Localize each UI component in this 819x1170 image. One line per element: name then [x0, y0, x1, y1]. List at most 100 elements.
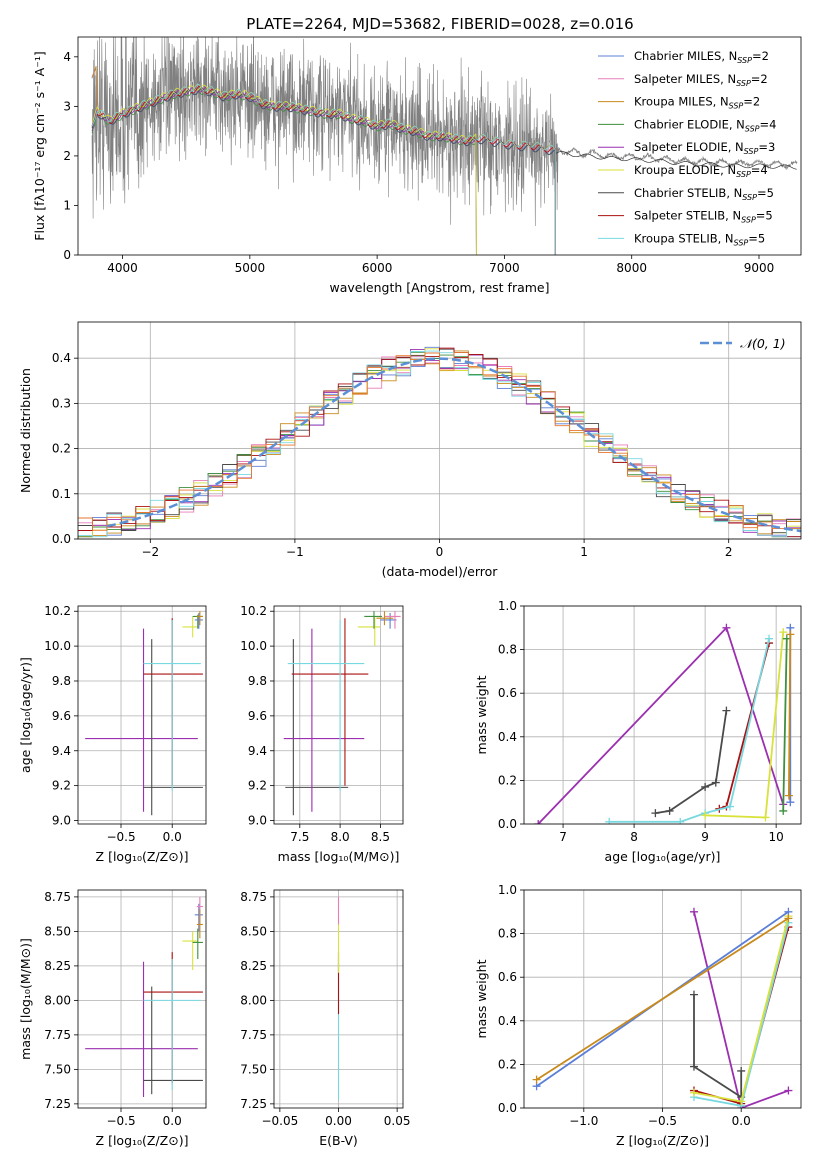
weight-marker — [784, 1086, 793, 1095]
y-tick-label: 1 — [63, 198, 71, 212]
weight-marker — [722, 706, 731, 715]
y-tick-label: 0.0 — [498, 817, 517, 831]
panel-age-mass: 7.5 8.0 8.5 9.0 9.2 9.4 9.6 9.8 10.0 10.2 mass [lo… — [240, 604, 404, 864]
weight-marker — [784, 914, 793, 923]
y-tick-label: 0.8 — [498, 643, 517, 657]
y-tick-label: 10.0 — [44, 639, 71, 653]
weight-marker — [532, 1075, 541, 1084]
x-tick-label: 6000 — [362, 261, 393, 275]
x-axis-label: E(B-V) — [319, 1133, 358, 1148]
x-tick-label: 7000 — [489, 261, 520, 275]
y-tick-label: 0 — [63, 248, 71, 262]
weight-line — [655, 710, 728, 814]
weight-marker — [786, 798, 795, 807]
y-tick-label: 7.50 — [44, 1062, 71, 1076]
y-tick-label: 0.6 — [498, 970, 517, 984]
x-tick-label: 9 — [701, 830, 709, 844]
errorbar-point — [143, 639, 203, 816]
x-tick-label: −0.5 — [648, 1114, 677, 1128]
weight-marker — [689, 907, 698, 916]
y-tick-label: 8.25 — [44, 959, 71, 973]
x-tick-label: −1 — [286, 545, 304, 559]
spectrum-legend: Chabrier MILES, NSSP=2 Salpeter MILES, NS… — [598, 49, 776, 247]
y-tick-label: 8.75 — [44, 890, 71, 904]
weight-marker — [701, 811, 710, 820]
y-tick-label: 0.0 — [52, 532, 71, 546]
residuals-legend: 𝒩(0, 1) — [700, 336, 786, 351]
y-tick-label: 9.2 — [248, 779, 267, 793]
x-tick-label: 8.0 — [331, 830, 350, 844]
axes-frame — [273, 605, 404, 825]
y-tick-label: 0.3 — [52, 396, 71, 410]
errorbar-point — [182, 931, 198, 971]
errorbar-point — [384, 611, 401, 629]
x-tick-label: 0.05 — [384, 1114, 411, 1128]
legend-entry: Salpeter MILES, NSSP=2 — [634, 72, 768, 88]
legend-entry: Kroupa ELODIE, NSSP=4 — [634, 163, 768, 179]
weight-line — [536, 917, 789, 1081]
y-tick-label: 0.4 — [52, 351, 71, 365]
y-tick-label: 0.2 — [498, 1057, 517, 1071]
y-tick-label: 9.0 — [248, 814, 267, 828]
y-tick-label: 8.00 — [240, 993, 267, 1007]
errorbar-point — [196, 611, 203, 626]
y-tick-label: 7.75 — [44, 1028, 71, 1042]
weight-marker — [701, 782, 710, 791]
errorbar-point — [192, 928, 203, 959]
errorbar-point — [143, 619, 201, 791]
weight-line — [693, 911, 789, 1108]
weight-marker — [689, 1088, 698, 1097]
y-tick-label: 0.4 — [498, 730, 517, 744]
y-tick-label: 9.0 — [52, 814, 71, 828]
x-tick-label: −2 — [141, 545, 159, 559]
y-tick-label: 9.2 — [52, 779, 71, 793]
y-axis-label: mass weight — [474, 959, 489, 1038]
x-axis-label: Z [log₁₀(Z/Z⊙)] — [616, 1133, 709, 1148]
y-tick-label: 8.25 — [240, 959, 267, 973]
x-tick-label: 0.0 — [163, 830, 182, 844]
y-tick-label: 7.50 — [240, 1062, 267, 1076]
y-tick-label: 2 — [63, 149, 71, 163]
y-tick-label: 1.0 — [498, 599, 517, 613]
model-spectrum-kroupa-stelib — [91, 83, 556, 255]
errorbar-point — [85, 628, 198, 812]
errorbar-point — [285, 639, 349, 816]
y-tick-label: 7.25 — [240, 1097, 267, 1111]
y-tick-label: 9.4 — [248, 744, 267, 758]
y-tick-label: 8.50 — [44, 924, 71, 938]
weight-marker — [676, 817, 685, 824]
errorbar-point — [196, 909, 203, 939]
axes-frame — [77, 889, 207, 1109]
x-tick-label: −0.5 — [106, 830, 135, 844]
weight-series — [651, 706, 731, 818]
model-spectrum-kroupa-elodie — [91, 84, 477, 255]
y-tick-label: 8.50 — [240, 924, 267, 938]
y-tick-label: 7.75 — [240, 1028, 267, 1042]
y-tick-label: 0.8 — [498, 927, 517, 941]
weight-series — [701, 628, 788, 822]
weight-marker — [784, 791, 793, 800]
y-tick-label: 0.6 — [498, 686, 517, 700]
x-tick-label: 8000 — [616, 261, 647, 275]
y-tick-label: 10.2 — [240, 604, 267, 618]
figure-title: PLATE=2264, MJD=53682, FIBERID=0028, z=0… — [246, 15, 633, 33]
y-tick-label: 8.00 — [44, 993, 71, 1007]
panel-spectrum: 4000 5000 6000 7000 8000 9000 0 1 2 3 4 wavelength … — [32, 36, 802, 295]
weight-marker — [737, 1097, 746, 1106]
axes-frame — [273, 889, 404, 1109]
weight-marker — [689, 990, 698, 999]
x-tick-label: 8 — [630, 830, 638, 844]
panel-weight-Z: −1.0 −0.5 0.0 0.0 0.2 0.4 0.6 0.8 1.0 Z [log₁₀(Z/… — [474, 883, 802, 1148]
errorbar-point — [143, 986, 203, 1095]
panel-age-Z: −0.5 0.0 9.0 9.2 9.4 9.6 9.8 10.0 10.2 Z [log₁₀(Z… — [18, 604, 207, 864]
x-axis-label: (data-model)/error — [382, 564, 499, 579]
y-tick-label: 9.8 — [52, 674, 71, 688]
errorbar-point — [194, 612, 203, 629]
x-tick-label: 9000 — [744, 261, 775, 275]
errorbar-point — [143, 618, 203, 786]
y-axis-label: Flux [fλ10⁻¹⁷ erg cm⁻² s⁻¹ A⁻¹] — [32, 51, 47, 240]
normal-curve — [106, 357, 801, 533]
legend-entry: Chabrier ELODIE, NSSP=4 — [634, 117, 776, 133]
x-axis-label: wavelength [Angstrom, rest frame] — [329, 280, 549, 295]
